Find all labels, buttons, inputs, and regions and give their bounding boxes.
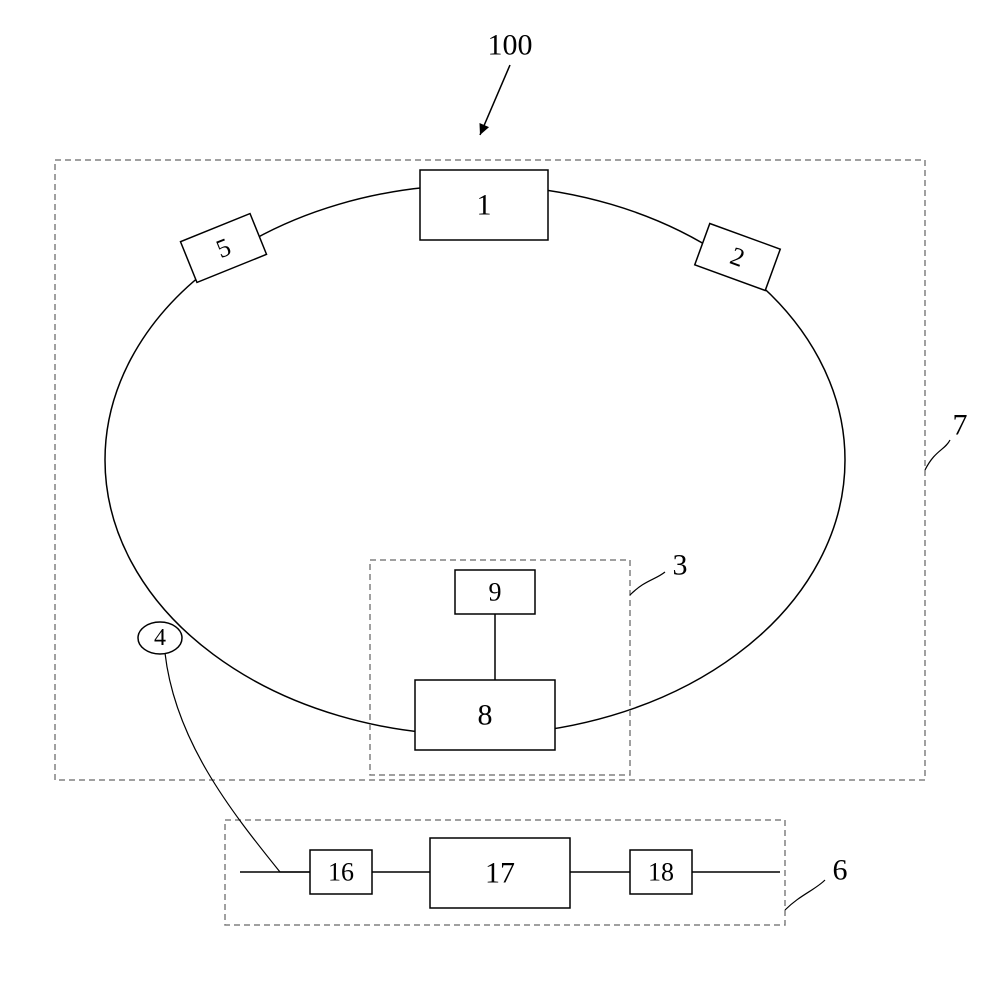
node-18-label: 18 [648, 858, 674, 887]
connector-4-16 [165, 653, 310, 872]
diagram-svg: 100 5 2 1 9 8 4 16 17 18 [0, 0, 996, 1000]
node-16-label: 16 [328, 858, 354, 887]
arrow-down-icon [479, 65, 510, 135]
node-4-label: 4 [154, 625, 166, 651]
leader-7 [925, 440, 950, 470]
top-reference-label: 100 [488, 29, 533, 62]
node-9-label: 9 [489, 578, 502, 607]
node-17-label: 17 [485, 857, 515, 890]
node-8-label: 8 [478, 699, 493, 732]
leader-7-label: 7 [953, 409, 968, 442]
leader-3 [630, 572, 665, 595]
leader-6-label: 6 [833, 854, 848, 887]
node-2: 2 [695, 224, 781, 291]
node-5: 5 [180, 214, 266, 283]
leader-6 [785, 880, 825, 910]
node-1-label: 1 [477, 189, 492, 222]
leader-3-label: 3 [673, 549, 688, 582]
